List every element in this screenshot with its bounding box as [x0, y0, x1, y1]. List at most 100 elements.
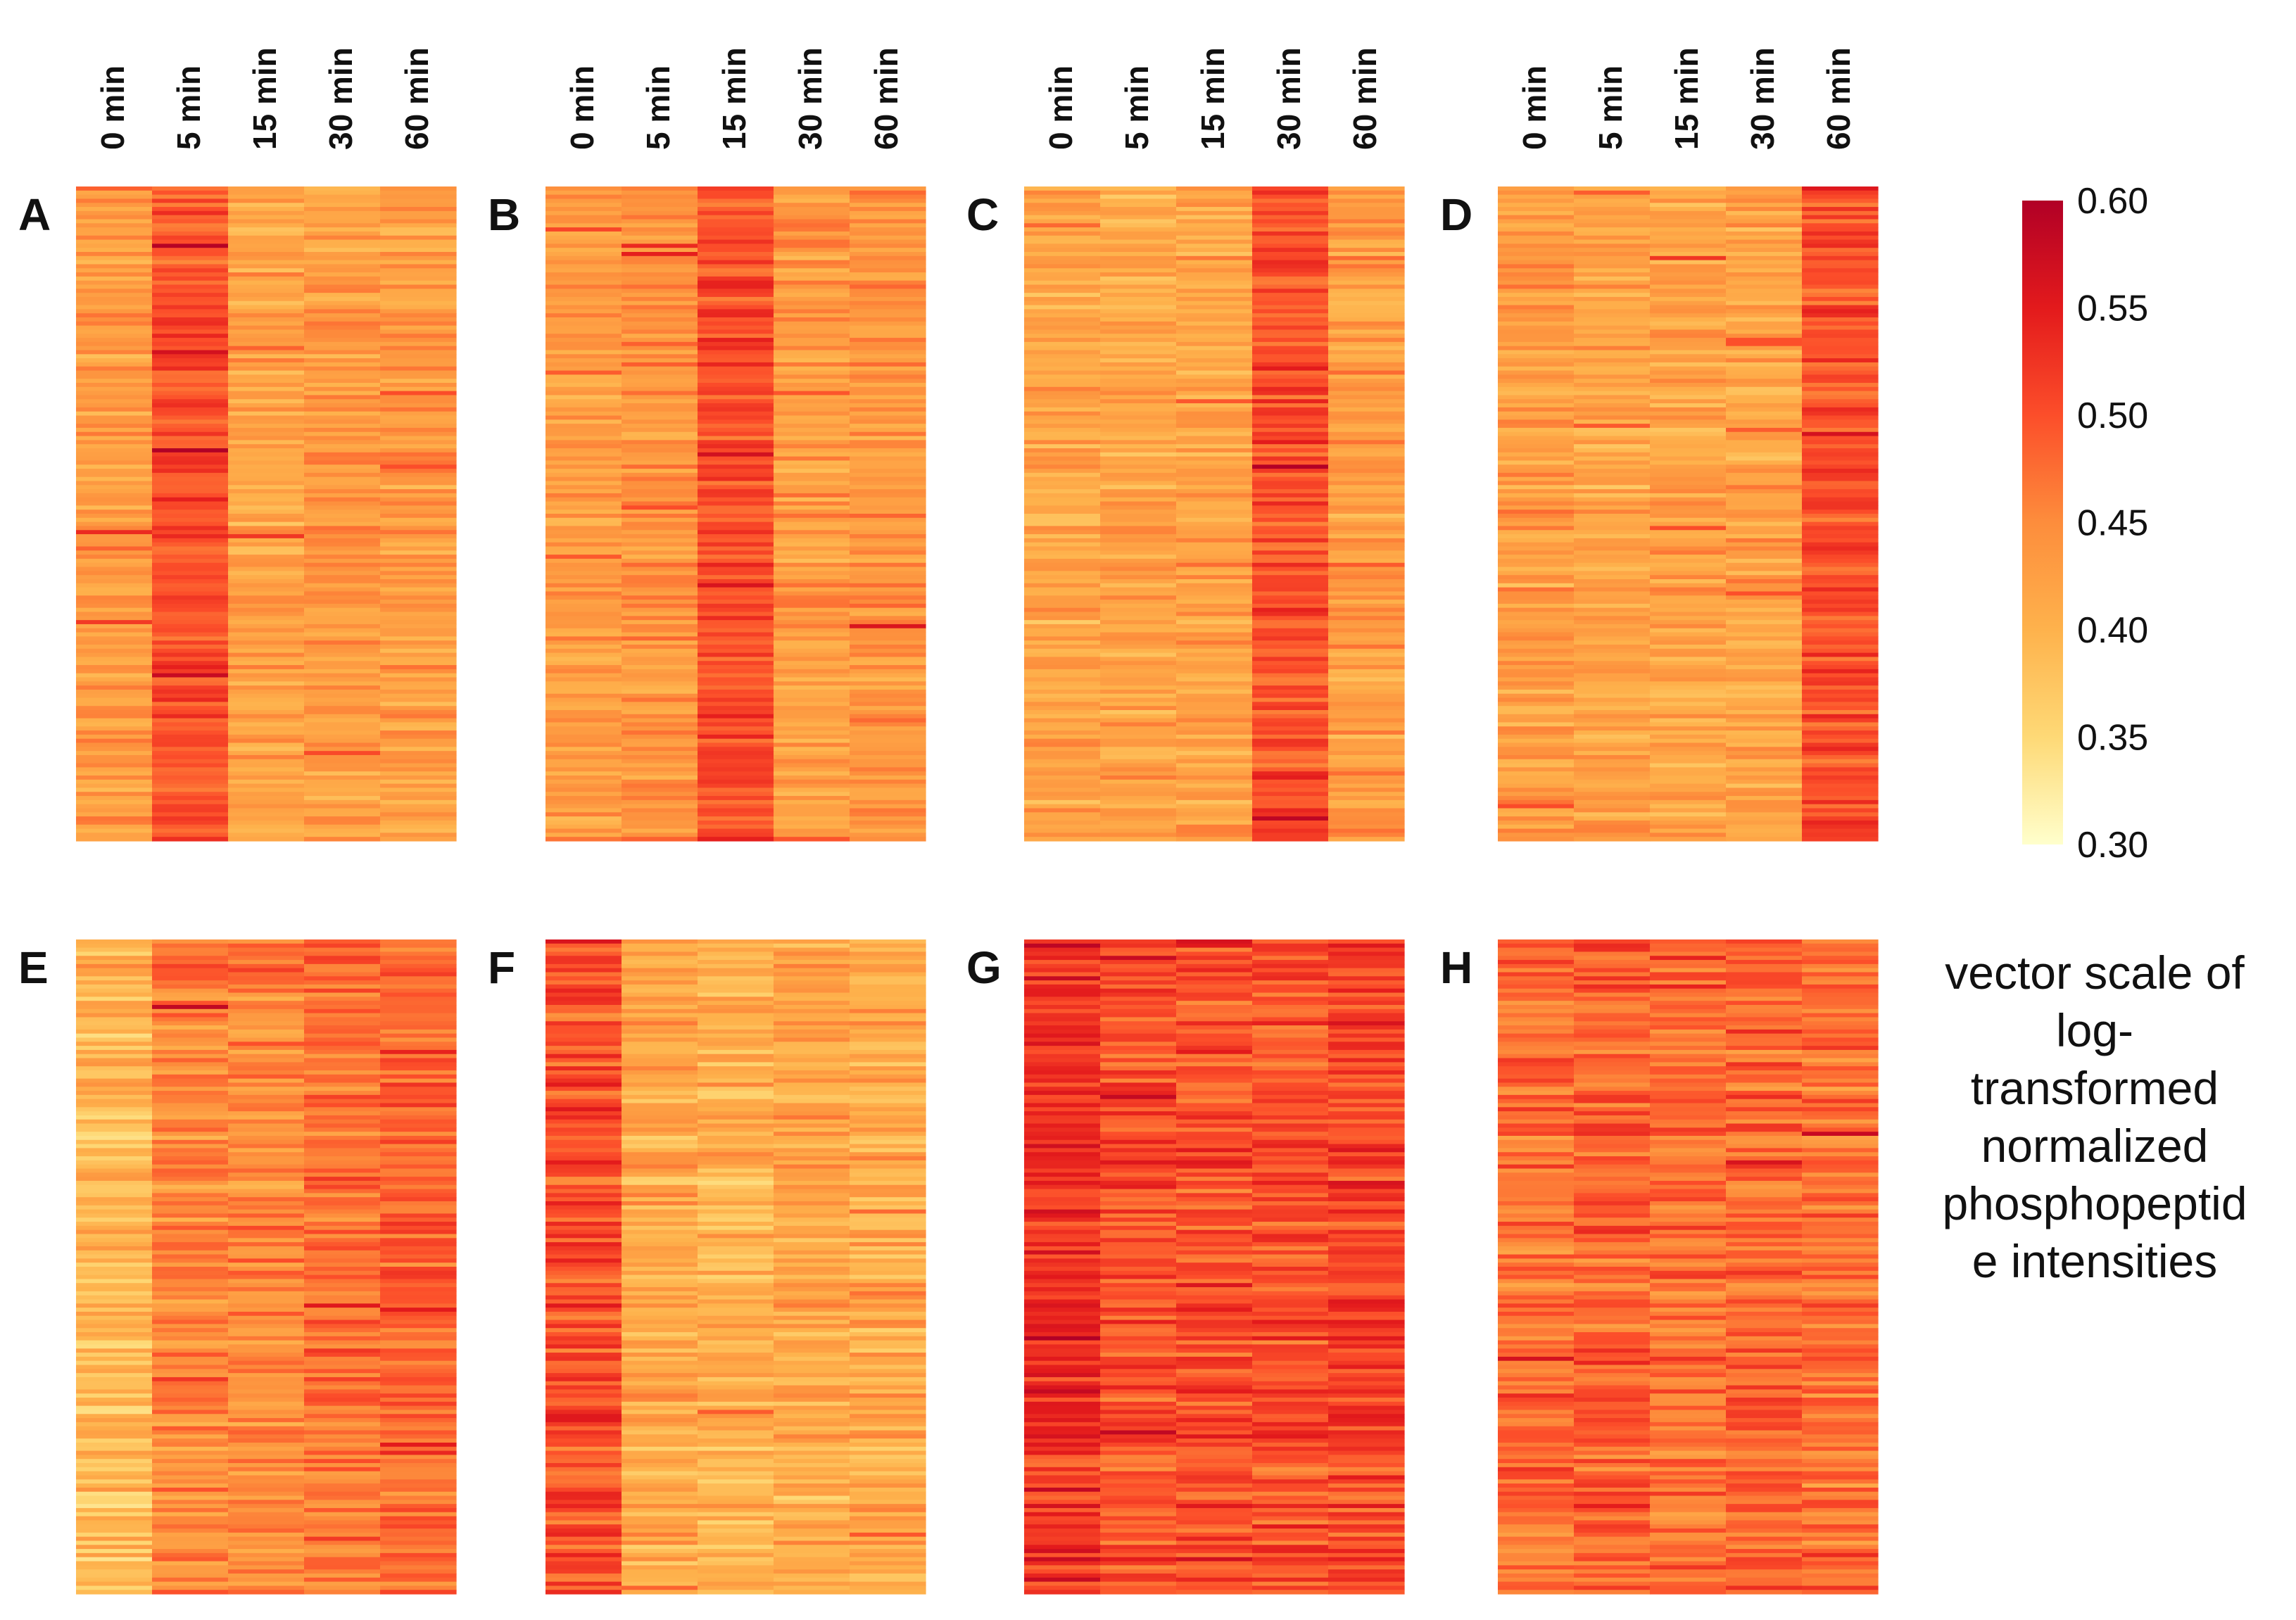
heatmap-cell	[545, 734, 622, 740]
heatmap-cell	[1100, 350, 1177, 355]
heatmap-cell	[622, 1005, 698, 1010]
heatmap-cell	[850, 1500, 926, 1505]
heatmap-cell	[76, 1234, 153, 1239]
heatmap-cell	[304, 452, 381, 457]
heatmap-cell	[1650, 444, 1727, 449]
heatmap-cell	[698, 1144, 774, 1149]
heatmap-cell	[380, 603, 457, 609]
heatmap-cell	[1328, 779, 1405, 785]
heatmap-cell	[1176, 464, 1253, 469]
heatmap-cell	[698, 1148, 774, 1153]
heatmap-cell	[152, 1430, 229, 1435]
heatmap-cell	[228, 1557, 305, 1562]
heatmap-cell	[774, 419, 850, 424]
heatmap-cell	[698, 1340, 774, 1346]
heatmap-cell	[76, 1475, 153, 1480]
heatmap-cell	[1650, 239, 1727, 244]
heatmap-cell	[76, 1238, 153, 1243]
heatmap-cell	[76, 215, 153, 220]
heatmap-cell	[774, 648, 850, 654]
heatmap-cell	[1328, 939, 1405, 944]
heatmap-cell	[1024, 399, 1101, 404]
heatmap-cell	[1176, 526, 1253, 531]
heatmap-cell	[1574, 514, 1651, 519]
heatmap-cell	[545, 1569, 622, 1574]
heatmap-cell	[545, 203, 622, 208]
heatmap-cell	[1574, 296, 1651, 302]
heatmap-cell	[545, 1586, 622, 1590]
heatmap-cell	[1100, 820, 1177, 825]
heatmap-cell	[380, 1360, 457, 1366]
heatmap-cell	[698, 1005, 774, 1010]
heatmap-cell	[1802, 341, 1879, 347]
heatmap-cell	[622, 779, 698, 785]
heatmap-cell	[850, 460, 926, 465]
heatmap-cell	[1650, 607, 1727, 613]
heatmap-cell	[1726, 665, 1803, 670]
heatmap-cell	[850, 1311, 926, 1317]
heatmap-cell	[1328, 383, 1405, 388]
heatmap-cell	[1802, 816, 1879, 821]
heatmap-cell	[1802, 415, 1879, 420]
heatmap-cell	[774, 427, 850, 433]
heatmap-cell	[1252, 526, 1329, 531]
heatmap-cell	[152, 215, 229, 220]
heatmap-cell	[1498, 567, 1575, 571]
heatmap-cell	[228, 632, 305, 637]
heatmap-cell	[774, 1152, 850, 1157]
heatmap-cell	[774, 1225, 850, 1231]
heatmap-cell	[304, 444, 381, 449]
heatmap-cell	[622, 1062, 698, 1067]
heatmap-cell	[76, 1099, 153, 1104]
heatmap-cell	[1252, 391, 1329, 396]
heatmap-cell	[622, 1565, 698, 1570]
heatmap-cell	[622, 300, 698, 306]
heatmap-cell	[1328, 984, 1405, 989]
heatmap-cell	[545, 350, 622, 355]
heatmap-cell	[622, 526, 698, 531]
heatmap-cell	[1100, 243, 1177, 248]
heatmap-cell	[76, 1144, 153, 1149]
heatmap-cell	[304, 248, 381, 253]
heatmap-cell	[850, 730, 926, 735]
heatmap-cell	[304, 579, 381, 584]
heatmap-cell	[774, 1475, 850, 1480]
heatmap-cell	[1726, 354, 1803, 359]
heatmap-cell	[1024, 1062, 1101, 1067]
heatmap-cell	[1252, 624, 1329, 629]
heatmap-cell	[850, 452, 926, 457]
heatmap-cell	[304, 1504, 381, 1509]
heatmap-cell	[622, 754, 698, 760]
heatmap-cell	[1650, 645, 1727, 650]
heatmap-cell	[1574, 231, 1651, 236]
heatmap-cell	[1252, 677, 1329, 682]
heatmap-cell	[1100, 1017, 1177, 1022]
heatmap-cell	[1100, 464, 1177, 469]
heatmap-cell	[1726, 616, 1803, 621]
heatmap-cell	[774, 309, 850, 314]
heatmap-cell	[622, 787, 698, 792]
heatmap-cell	[1100, 203, 1177, 208]
heatmap-cell	[1574, 754, 1651, 760]
heatmap-cell	[622, 1144, 698, 1149]
heatmap-cell	[1024, 309, 1101, 314]
heatmap-cell	[545, 1328, 622, 1333]
heatmap-cell	[228, 943, 305, 949]
heatmap-cell	[304, 1115, 381, 1120]
heatmap-cell	[1100, 550, 1177, 555]
heatmap-cell	[545, 771, 622, 776]
heatmap-cell	[228, 1222, 305, 1227]
heatmap-cell	[1252, 558, 1329, 564]
heatmap-cell	[545, 1177, 622, 1182]
heatmap-cell	[774, 1332, 850, 1337]
heatmap-cell	[304, 804, 381, 809]
heatmap-cell	[622, 210, 698, 216]
heatmap-cell	[698, 1136, 774, 1141]
heatmap-cell	[1328, 734, 1405, 740]
heatmap-cell	[850, 706, 926, 711]
heatmap-cell	[76, 1573, 153, 1578]
heatmap-cell	[304, 358, 381, 363]
heatmap-cell	[76, 1532, 153, 1538]
heatmap-cell	[380, 571, 457, 576]
heatmap-cell	[228, 1062, 305, 1067]
